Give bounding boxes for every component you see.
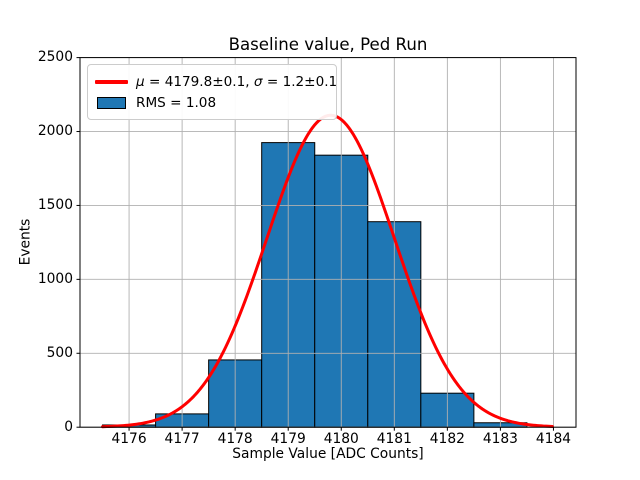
x-tick-label: 4176 — [111, 431, 147, 447]
x-axis-label: Sample Value [ADC Counts] — [232, 446, 424, 462]
legend-box: μ = 4179.8±0.1, σ = 1.2±0.1 RMS = 1.08 — [87, 64, 337, 120]
legend-fit-swatch-cell — [95, 79, 128, 84]
legend-entry-fit: μ = 4179.8±0.1, σ = 1.2±0.1 — [95, 71, 337, 92]
sigma-symbol: σ — [253, 73, 263, 90]
y-tick-label: 1500 — [37, 196, 73, 213]
x-tick-label: 4181 — [376, 431, 412, 447]
y-tick-label: 2500 — [37, 49, 73, 66]
x-tick-label: 4184 — [535, 431, 572, 447]
y-axis-label: Events — [17, 218, 34, 266]
x-tick-label: 4183 — [482, 431, 518, 447]
chart-title: Baseline value, Ped Run — [228, 35, 428, 54]
axes-frame — [79, 57, 577, 428]
mu-symbol: μ — [136, 73, 145, 90]
x-tick-label: 4182 — [429, 431, 465, 447]
x-tick-label: 4177 — [164, 431, 200, 447]
histogram-swatch — [97, 96, 126, 109]
y-tick-label: 0 — [64, 418, 73, 435]
legend-hist-text: RMS = 1.08 — [136, 94, 217, 111]
mu-value: = 4179.8±0.1, — [144, 73, 254, 90]
y-tick-label: 1000 — [37, 270, 73, 287]
y-tick-label: 500 — [46, 344, 73, 361]
legend-entry-hist: RMS = 1.08 — [95, 92, 328, 113]
x-tick-label: 4180 — [323, 431, 359, 447]
fit-line-swatch — [95, 79, 128, 84]
x-tick-label: 4178 — [217, 431, 253, 447]
legend-fit-text: μ = 4179.8±0.1, σ = 1.2±0.1 — [136, 74, 337, 90]
y-tick-label: 2000 — [37, 123, 73, 140]
sigma-value: = 1.2±0.1 — [262, 73, 338, 90]
legend-hist-swatch-cell — [95, 96, 128, 109]
x-tick-label: 4179 — [270, 431, 306, 447]
